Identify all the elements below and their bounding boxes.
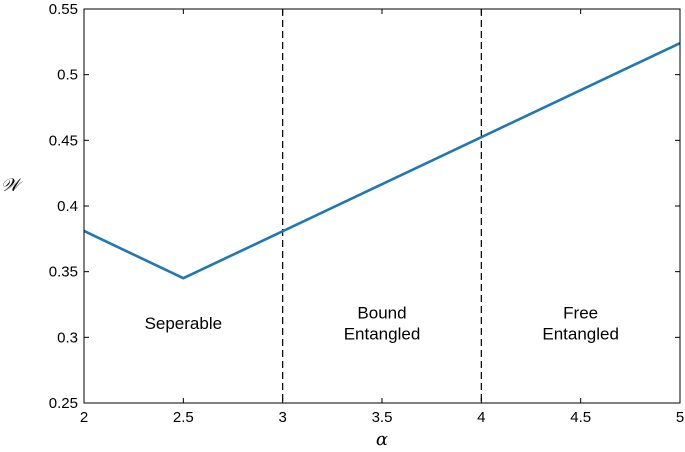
- y-tick-label: 0.55: [49, 1, 78, 18]
- region-label: Entangled: [344, 324, 421, 343]
- x-tick-label: 4.5: [570, 409, 591, 426]
- y-tick-label: 0.25: [49, 395, 78, 412]
- region-dividers: [282, 9, 482, 403]
- y-tick-label: 0.5: [57, 67, 78, 84]
- data-series: [83, 41, 681, 280]
- y-tick-label: 0.4: [57, 198, 78, 215]
- region-label: Free: [563, 303, 598, 322]
- y-tick-label: 0.35: [49, 264, 78, 281]
- x-tick-label: 4: [477, 409, 485, 426]
- series-line: [83, 41, 681, 280]
- region-label: Bound: [357, 303, 406, 322]
- region-label: Entangled: [542, 324, 619, 343]
- region-label: Seperable: [145, 314, 223, 333]
- y-axis-label: 𝒲: [1, 175, 24, 196]
- plot-frame: [83, 8, 681, 404]
- y-tick-label: 0.45: [49, 132, 78, 149]
- x-axis-ticks: 2 2.5 3 3.5 4 4.5 5: [80, 9, 684, 426]
- x-tick-label: 2: [80, 409, 88, 426]
- x-tick-label: 5: [676, 409, 684, 426]
- region-labels: Seperable Bound Entangled Free Entangled: [145, 303, 619, 343]
- plot-border: [83, 8, 681, 404]
- x-axis-label: α: [376, 429, 388, 450]
- y-axis-ticks: 0.25 0.3 0.35 0.4 0.45 0.5 0.55: [49, 1, 680, 412]
- y-tick-label: 0.3: [57, 329, 78, 346]
- x-tick-label: 3: [278, 409, 286, 426]
- x-tick-label: 3.5: [372, 409, 393, 426]
- x-tick-label: 2.5: [173, 409, 194, 426]
